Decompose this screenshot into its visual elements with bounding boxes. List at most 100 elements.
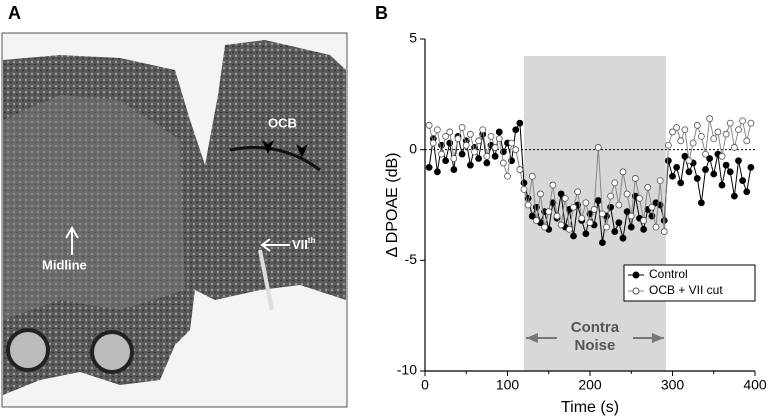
data-point [735,126,742,134]
legend-label: Control [649,267,688,281]
x-tick-label: 0 [421,377,429,393]
data-point [640,225,648,233]
x-axis-label: Time (s) [561,399,619,416]
data-point [565,225,573,233]
annotation: OCB [268,115,297,130]
data-point [512,126,520,134]
data-point [660,228,668,235]
data-point [483,159,491,167]
data-point [582,230,590,238]
data-point [466,130,474,138]
data-point [627,212,635,220]
x-tick-label: 200 [578,377,602,393]
data-point [528,212,536,220]
data-point [450,166,458,173]
annotation: VIIth [292,236,316,252]
data-point [499,159,507,167]
data-point [479,126,487,134]
data-point [623,190,631,198]
data-point [631,175,639,182]
data-point [475,155,483,162]
data-point [669,128,676,136]
data-point [475,137,483,145]
data-point [549,181,557,189]
data-point [508,157,516,165]
data-point [582,199,590,207]
data-point [677,137,685,145]
data-point [722,130,730,138]
data-point [438,150,445,158]
annotation: Midline [42,257,87,272]
data-point [627,223,635,231]
data-point [730,192,738,200]
tissue-feature [6,328,50,372]
data-point [553,212,561,220]
data-point [697,199,705,207]
data-point [718,152,726,160]
data-point [557,190,565,198]
data-point [446,128,454,136]
arrow [65,226,79,255]
y-axis-label: Δ DPOAE (dB) [384,153,401,258]
data-point [590,206,598,213]
data-point [598,239,606,247]
data-point [442,157,450,165]
data-point [570,203,577,211]
data-point [706,115,714,123]
panel-label: B [375,3,388,23]
data-point [471,148,478,156]
data-point [537,190,544,198]
data-point [458,124,466,131]
data-point [652,223,660,231]
data-point [710,135,718,143]
data-point [702,150,709,158]
data-point [673,163,681,171]
data-point [726,168,734,176]
data-point [693,121,701,129]
nerve [258,249,274,311]
y-tick-label: -5 [405,251,418,267]
data-point [611,179,619,187]
data-point [574,188,582,196]
data-point [516,119,524,127]
data-point [611,228,619,235]
annotation-sup: th [308,236,316,245]
data-point [545,208,553,216]
data-point [673,124,681,131]
data-point [640,217,648,224]
data-point [520,186,528,193]
data-point [454,135,462,143]
data-point [718,181,726,189]
y-tick-label: -10 [397,362,417,378]
data-point [594,144,602,151]
annotation: Contra [571,319,620,336]
data-point [615,219,623,227]
data-point [644,183,652,191]
data-point [586,219,594,227]
data-point [693,175,701,182]
data-point [495,128,503,136]
data-point [747,163,755,171]
legend-box [623,264,756,302]
data-point [524,201,532,209]
data-point [466,161,474,169]
data-point [425,121,433,129]
data-point [689,139,697,147]
data-point [722,161,730,169]
data-point [702,166,709,173]
data-point [483,152,491,160]
data-point [512,146,520,154]
data-point [429,139,437,147]
data-point [726,119,734,127]
data-point [433,168,441,176]
data-point [458,150,466,158]
data-point [735,157,742,165]
data-point [619,168,627,176]
data-point [508,139,516,147]
data-point [739,177,747,185]
data-point [598,210,606,218]
data-point [730,144,738,151]
data-point [615,201,623,209]
data-point [743,188,751,196]
